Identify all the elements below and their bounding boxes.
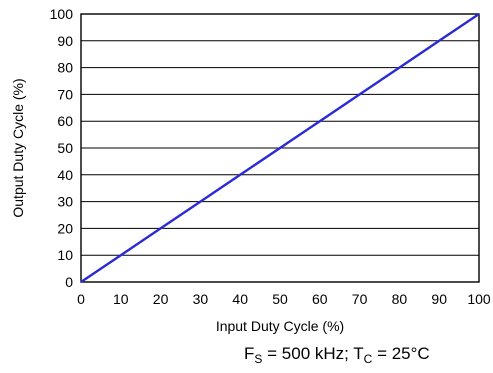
fs-subscript: S — [254, 352, 263, 366]
fs-value: = 500 kHz; T — [262, 344, 364, 363]
x-tick-label: 100 — [467, 291, 491, 307]
x-tick-label: 20 — [153, 291, 169, 307]
y-tick-label: 100 — [50, 6, 74, 22]
gridlines — [81, 40, 479, 256]
x-tick-label: 10 — [113, 291, 129, 307]
test-conditions: FS = 500 kHz; TC = 25°C — [244, 344, 484, 366]
y-tick-label: 20 — [57, 220, 73, 236]
y-tick-label: 0 — [65, 274, 73, 290]
y-tick-label: 10 — [57, 247, 73, 263]
y-axis-title: Output Duty Cycle (%) — [10, 78, 26, 217]
x-tick-label: 30 — [193, 291, 209, 307]
y-tick-label: 30 — [57, 194, 73, 210]
x-tick-label: 80 — [392, 291, 408, 307]
x-tick-label: 0 — [77, 291, 85, 307]
y-tick-label: 50 — [57, 140, 73, 156]
x-tick-label: 90 — [431, 291, 447, 307]
x-tick-label: 40 — [232, 291, 248, 307]
y-axis-ticks: 0 10 20 30 40 50 60 70 80 90 100 — [50, 6, 74, 290]
x-tick-label: 70 — [352, 291, 368, 307]
y-tick-label: 60 — [57, 113, 73, 129]
x-axis-title: Input Duty Cycle (%) — [216, 318, 344, 334]
fs-label: F — [244, 344, 255, 363]
y-tick-label: 70 — [57, 86, 73, 102]
y-tick-label: 40 — [57, 167, 73, 183]
series-layer — [80, 13, 480, 283]
series-line — [80, 13, 480, 283]
y-tick-label: 90 — [57, 33, 73, 49]
x-tick-label: 50 — [272, 291, 288, 307]
y-tick-label: 80 — [57, 60, 73, 76]
x-axis-ticks: 0 10 20 30 40 50 60 70 80 90 100 — [77, 291, 491, 307]
tc-value: = 25°C — [372, 344, 430, 363]
tc-subscript: C — [363, 352, 373, 366]
x-tick-label: 60 — [312, 291, 328, 307]
